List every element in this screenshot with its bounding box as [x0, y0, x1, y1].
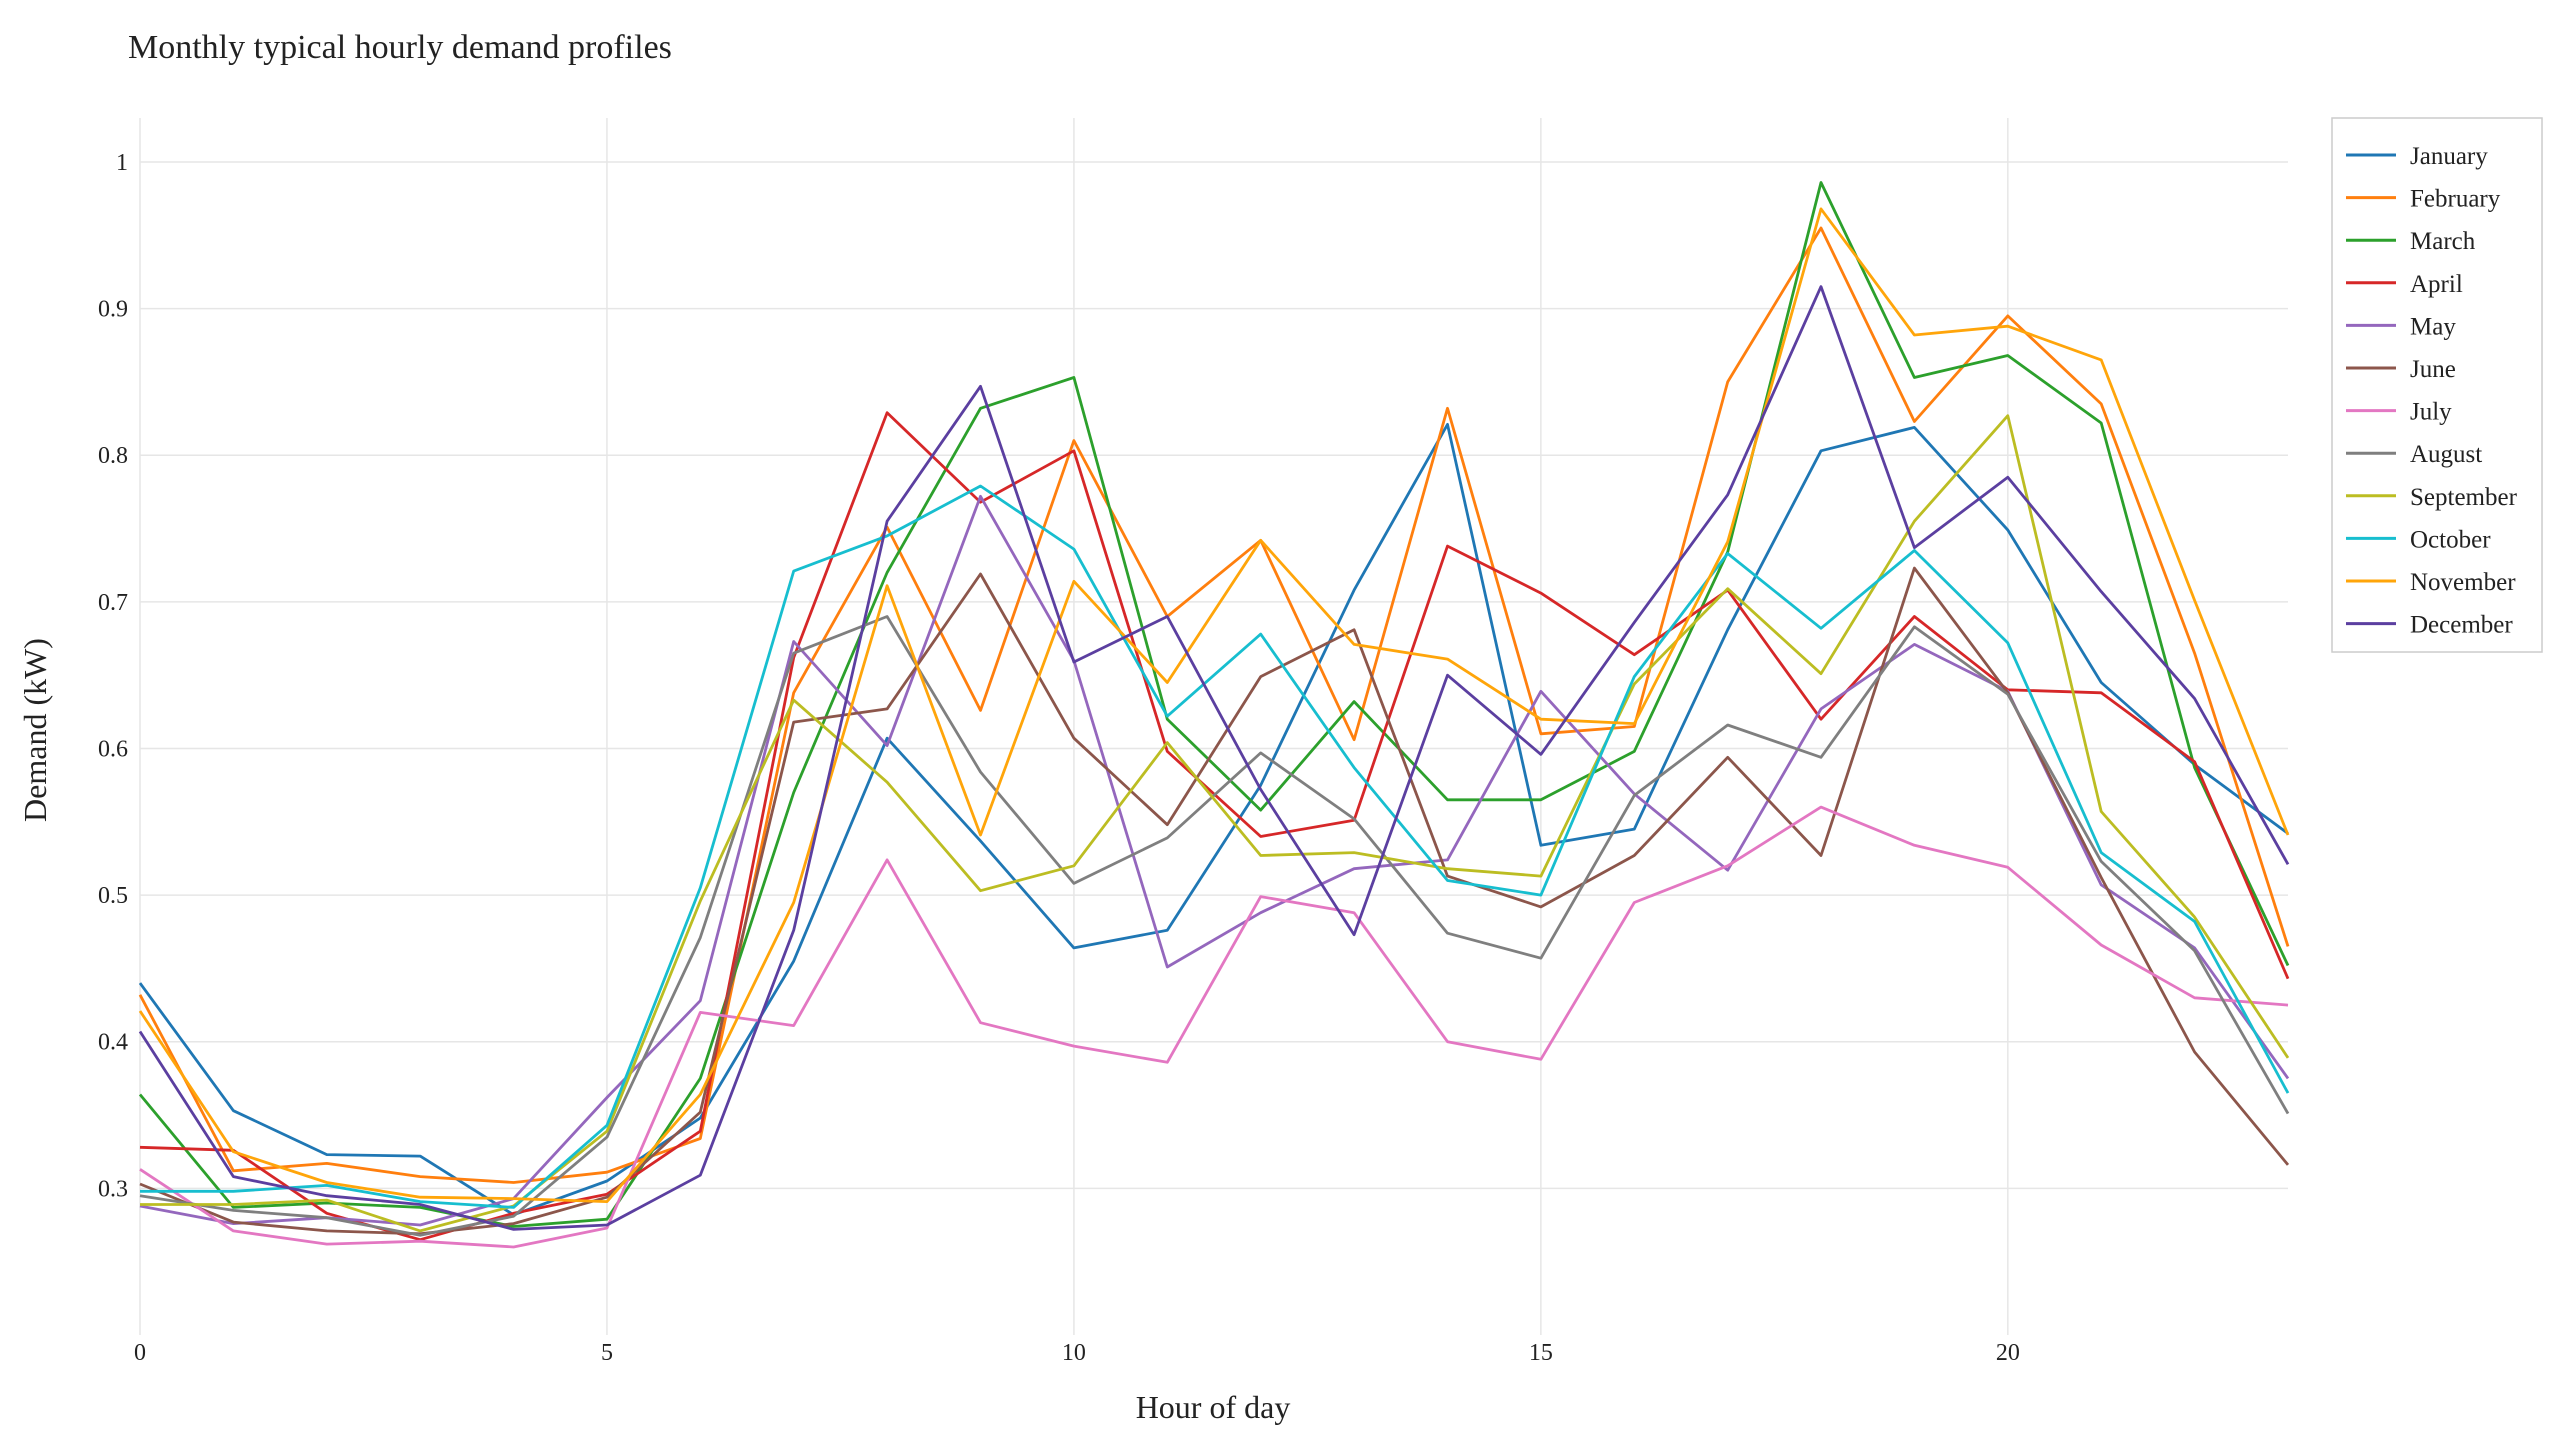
legend-label-november: November: [2410, 569, 2516, 596]
legend-label-may: May: [2410, 313, 2456, 340]
y-tick-label: 0.7: [98, 590, 128, 616]
y-axis-label: Demand (kW): [17, 638, 53, 822]
x-tick-label: 15: [1529, 1340, 1553, 1366]
legend-label-august: August: [2410, 441, 2482, 468]
series-line-february: [138, 226, 2290, 1184]
y-tick-label: 0.6: [98, 736, 128, 762]
series-line-july: [139, 805, 2289, 1249]
y-tick-label: 0.9: [98, 297, 128, 323]
series-layer: [138, 181, 2290, 1249]
legend-label-february: February: [2410, 186, 2501, 213]
legend-label-december: December: [2410, 612, 2513, 639]
y-tick-label: 0.3: [98, 1176, 128, 1202]
series-line-october: [140, 484, 2290, 1209]
legend-label-july: July: [2410, 399, 2452, 426]
legend-label-september: September: [2410, 484, 2518, 511]
x-axis-label: Hour of day: [1136, 1389, 1291, 1425]
legend-label-january: January: [2410, 143, 2488, 170]
y-tick-label: 0.5: [98, 883, 128, 909]
series-line-november: [138, 207, 2290, 1203]
series-line-september: [140, 414, 2290, 1233]
series-line-december: [138, 285, 2290, 1231]
series-line-january: [138, 422, 2289, 1217]
series-line-august: [139, 615, 2290, 1237]
series-line-march: [138, 181, 2290, 1228]
legend-label-june: June: [2410, 356, 2456, 383]
legend-items: January February March April May June July Augu…: [2346, 143, 2518, 639]
legend-label-october: October: [2410, 526, 2491, 553]
y-tick-label: 1: [116, 150, 128, 176]
series-line-may: [139, 494, 2290, 1227]
y-tick-label: 0.8: [98, 443, 128, 469]
x-tick-label: 10: [1062, 1340, 1086, 1366]
x-tick-label: 0: [134, 1340, 146, 1366]
legend-label-march: March: [2410, 228, 2476, 255]
tick-labels: 0 5 10 15 20 0.3 0.4 0.5 0.6 0.7 0.8 0.9 1: [98, 150, 2020, 1366]
grid-layer: [139, 118, 2288, 1335]
x-tick-label: 20: [1996, 1340, 2020, 1366]
chart-title: Monthly typical hourly demand profiles: [128, 29, 672, 66]
legend-label-april: April: [2410, 271, 2463, 298]
legend-box: [2331, 117, 2543, 653]
y-tick-label: 0.4: [98, 1030, 128, 1056]
series-line-april: [139, 411, 2290, 1242]
series-line-june: [139, 566, 2290, 1236]
legend: January February March April May June July Augu…: [2331, 117, 2543, 653]
x-tick-label: 5: [601, 1340, 613, 1366]
